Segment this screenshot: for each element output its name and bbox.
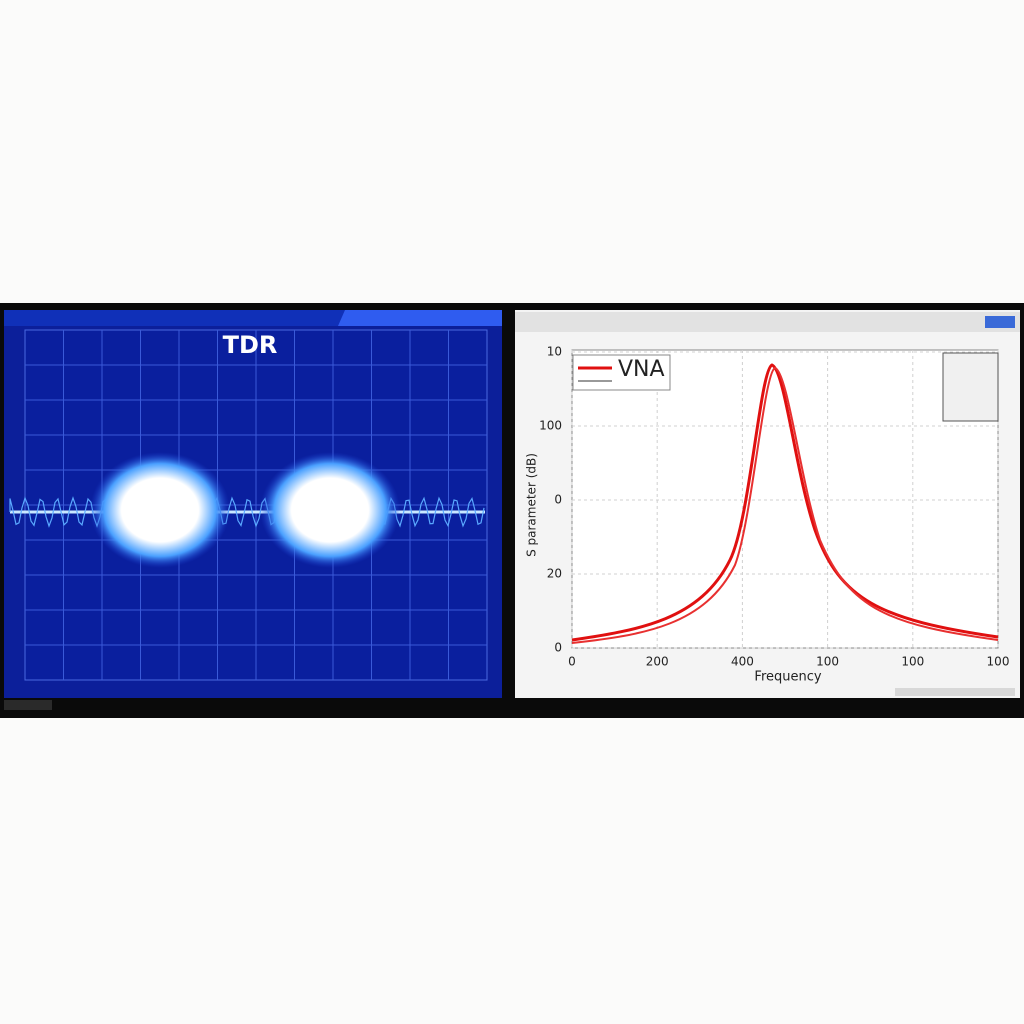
window-buttons [985,316,1015,328]
y-tick-label: 0 [554,641,562,655]
vna-grid [571,350,999,649]
status-bar [4,700,52,710]
y-axis-label: S parameter (dB) [525,453,539,557]
tdr-pulse [90,452,230,568]
title-bar-accent [338,310,502,326]
y-tick-label: 10 [547,345,562,359]
vna-trace [571,366,999,644]
y-tick-label: 20 [547,567,562,581]
inset [942,352,999,422]
x-tick-label: 100 [987,655,1010,669]
tdr-noise [9,496,485,528]
x-tick-label: 200 [646,655,669,669]
tdr-title: TDR [223,331,278,359]
legend [572,354,671,391]
x-axis-label: Frequency [754,670,821,685]
y-tick-label: 0 [554,493,562,507]
x-tick-label: 100 [816,655,839,669]
x-tick-label: 0 [568,655,576,669]
tdr-pulse [260,452,400,568]
x-tick-label: 400 [731,655,754,669]
status-bar [895,688,1015,696]
legend-label: VNA [618,357,665,382]
y-tick-label: 100 [539,419,562,433]
x-tick-label: 100 [901,655,924,669]
toolbar [515,312,1020,332]
